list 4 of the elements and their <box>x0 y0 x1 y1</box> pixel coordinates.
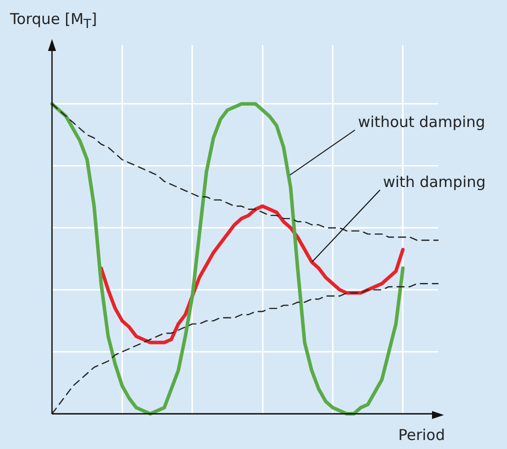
y-axis-title: Torque [M$_{T}$] <box>10 10 98 31</box>
x-axis-title: Period <box>398 426 445 444</box>
annotation: with damping <box>383 172 486 191</box>
annotation: without damping <box>358 112 486 131</box>
